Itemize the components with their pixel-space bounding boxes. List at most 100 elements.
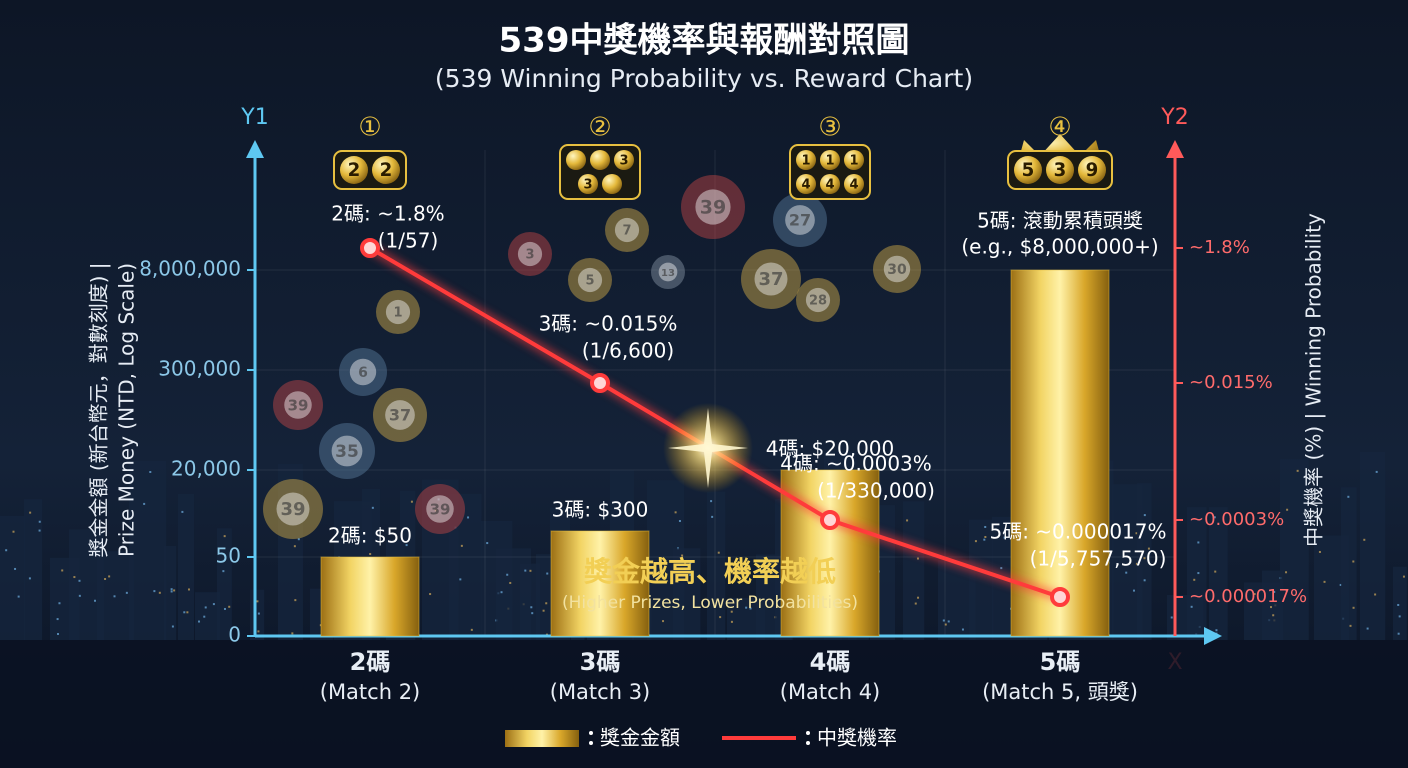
window xyxy=(678,520,681,523)
y-tick-label: 300,000 xyxy=(158,357,241,381)
decor-ball-face xyxy=(426,495,454,523)
window xyxy=(509,581,512,584)
line-value-note: (1/330,000) xyxy=(817,479,935,503)
window xyxy=(256,600,259,603)
icon-ball xyxy=(566,150,586,170)
line-value-note: (1/5,757,570) xyxy=(1030,547,1167,571)
icon-ball-number: 5 xyxy=(1022,160,1035,181)
decor-ball-number: 5 xyxy=(585,274,594,289)
window xyxy=(1375,470,1378,473)
window xyxy=(153,590,156,593)
window xyxy=(228,605,231,608)
building xyxy=(673,548,701,640)
y-tick-label: 8,000,000 xyxy=(139,257,241,281)
ground-haze xyxy=(0,640,1408,768)
window xyxy=(1273,590,1276,593)
icon-ball-number: 1 xyxy=(825,154,834,169)
building xyxy=(1209,507,1228,640)
icon-label: ③ xyxy=(818,113,841,143)
icon-ball xyxy=(796,150,816,170)
icon-ball xyxy=(578,174,598,194)
window xyxy=(530,606,533,609)
building xyxy=(1262,570,1284,640)
bar-value-label: 5碼: 滾動累積頭獎 xyxy=(977,209,1143,233)
decor-ball-face xyxy=(331,435,363,467)
decor-ball-number: 1 xyxy=(393,306,402,321)
window xyxy=(222,570,225,573)
window xyxy=(745,606,748,609)
building xyxy=(164,546,177,640)
decor-ball-number: 39 xyxy=(280,499,305,520)
y2-tick-label: ~1.8% xyxy=(1189,237,1250,258)
icon-label: ① xyxy=(358,113,381,143)
window xyxy=(914,602,917,605)
line-point xyxy=(820,510,840,530)
chart-title: 539中獎機率與報酬對照圖 xyxy=(499,21,910,61)
window xyxy=(1143,557,1146,560)
window xyxy=(1363,538,1366,541)
building xyxy=(903,501,925,640)
window xyxy=(524,569,527,572)
decor-ball-face xyxy=(577,267,603,293)
line-value-note: (1/57) xyxy=(378,229,439,253)
window xyxy=(56,632,59,635)
window xyxy=(1352,560,1355,563)
y-tick-label: 20,000 xyxy=(171,457,241,481)
x-tick-label: 3碼 xyxy=(580,648,621,676)
building xyxy=(0,515,25,640)
decor-ball-number: 39 xyxy=(288,397,309,415)
window xyxy=(223,535,226,538)
icon-label: ② xyxy=(588,113,611,143)
window xyxy=(1347,495,1350,498)
window xyxy=(1285,589,1288,592)
window xyxy=(158,591,161,594)
window xyxy=(1003,536,1006,539)
decor-ball xyxy=(415,484,465,534)
icon-label: ④ xyxy=(1048,113,1071,143)
window xyxy=(1253,593,1256,596)
y-axis-arrow xyxy=(246,140,264,158)
window xyxy=(149,470,152,473)
window xyxy=(710,500,713,503)
window xyxy=(1147,547,1150,550)
decor-ball-number: 6 xyxy=(358,365,368,381)
window xyxy=(684,561,687,564)
window xyxy=(12,530,15,533)
window xyxy=(1214,570,1217,573)
window xyxy=(1286,508,1289,511)
legend-colon xyxy=(806,741,810,745)
decor-ball-face xyxy=(614,217,640,243)
decor-ball xyxy=(263,479,323,539)
window xyxy=(486,542,489,545)
window xyxy=(917,596,920,599)
bar-value-label: 4碼: $20,000 xyxy=(766,437,895,461)
x-axis-arrow xyxy=(1204,627,1222,645)
annotation: 獎金越高、機率越低 xyxy=(584,555,836,588)
legend-colon xyxy=(589,731,593,735)
decor-ball xyxy=(273,380,323,430)
window xyxy=(1398,615,1401,618)
x-tick-label: 4碼 xyxy=(810,648,851,676)
y2-tick-label: ~0.0003% xyxy=(1189,509,1284,530)
icon-ball xyxy=(340,156,368,184)
icon-ball-number: 1 xyxy=(801,154,810,169)
building xyxy=(250,589,265,640)
window xyxy=(181,510,184,513)
window xyxy=(1135,562,1138,565)
window xyxy=(1170,616,1173,619)
window xyxy=(1349,624,1352,627)
window xyxy=(1270,606,1273,609)
decor-ball xyxy=(568,258,612,302)
window xyxy=(1197,541,1200,544)
window xyxy=(944,623,947,626)
window xyxy=(405,544,408,547)
decor-ball xyxy=(741,249,801,309)
decor-ball-face xyxy=(883,255,911,283)
decor-ball-face xyxy=(385,299,411,325)
y-tick-label: 50 xyxy=(216,544,241,568)
y2-axis-label: 中獎機率 (%) | Winning Probability xyxy=(1302,213,1326,547)
building xyxy=(1280,459,1309,640)
window xyxy=(719,616,722,619)
icon-ball-number: 2 xyxy=(348,160,361,181)
window xyxy=(437,498,440,501)
